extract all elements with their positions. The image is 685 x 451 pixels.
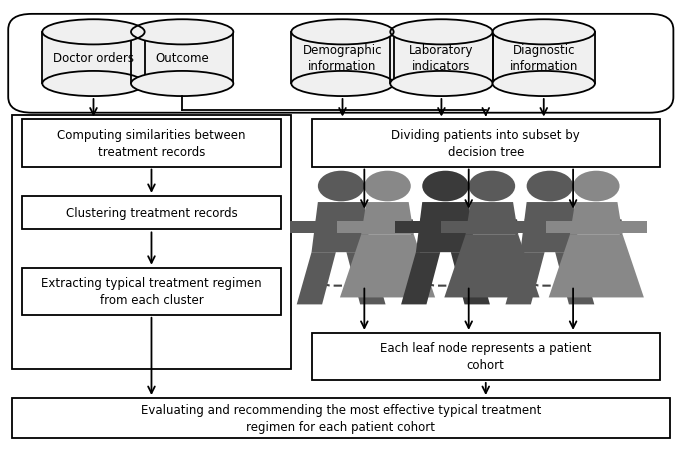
FancyBboxPatch shape (312, 333, 660, 380)
Polygon shape (499, 221, 601, 233)
FancyBboxPatch shape (22, 120, 281, 167)
Text: Doctor orders: Doctor orders (53, 52, 134, 65)
Polygon shape (291, 33, 394, 84)
Polygon shape (441, 221, 543, 233)
Polygon shape (545, 221, 647, 233)
Polygon shape (445, 235, 540, 298)
Circle shape (318, 171, 364, 202)
Polygon shape (401, 253, 440, 305)
FancyBboxPatch shape (525, 212, 621, 286)
Polygon shape (42, 33, 145, 84)
Polygon shape (555, 253, 595, 305)
Ellipse shape (42, 20, 145, 45)
Text: Extracting typical treatment regimen
from each cluster: Extracting typical treatment regimen fro… (41, 276, 262, 307)
FancyBboxPatch shape (312, 120, 660, 167)
Ellipse shape (291, 72, 394, 97)
Polygon shape (290, 221, 392, 233)
Ellipse shape (131, 20, 234, 45)
Polygon shape (131, 33, 234, 84)
Circle shape (422, 171, 469, 202)
FancyBboxPatch shape (421, 212, 516, 286)
Ellipse shape (493, 20, 595, 45)
Text: Each leaf node represents a patient
cohort: Each leaf node represents a patient coho… (380, 342, 592, 372)
Ellipse shape (493, 72, 595, 97)
Ellipse shape (42, 72, 145, 97)
Polygon shape (390, 33, 493, 84)
Polygon shape (361, 202, 414, 235)
Polygon shape (466, 202, 519, 235)
Polygon shape (451, 253, 490, 305)
Text: Dividing patients into subset by
decision tree: Dividing patients into subset by decisio… (391, 129, 580, 159)
FancyBboxPatch shape (12, 116, 291, 369)
Circle shape (527, 171, 573, 202)
Ellipse shape (291, 20, 394, 45)
FancyBboxPatch shape (316, 212, 412, 286)
Circle shape (364, 171, 411, 202)
Text: Diagnostic
information: Diagnostic information (510, 44, 578, 73)
Polygon shape (340, 235, 435, 298)
Ellipse shape (131, 72, 234, 97)
FancyBboxPatch shape (8, 15, 673, 114)
Text: Evaluating and recommending the most effective typical treatment
regimen for eac: Evaluating and recommending the most eff… (140, 403, 541, 433)
Circle shape (573, 171, 619, 202)
Polygon shape (347, 253, 386, 305)
Polygon shape (337, 221, 438, 233)
Polygon shape (506, 253, 545, 305)
Polygon shape (493, 33, 595, 84)
Text: Clustering treatment records: Clustering treatment records (66, 207, 238, 220)
Text: Outcome: Outcome (155, 52, 209, 65)
FancyBboxPatch shape (22, 196, 281, 230)
Polygon shape (312, 202, 371, 253)
Ellipse shape (390, 72, 493, 97)
Polygon shape (570, 202, 623, 235)
Ellipse shape (390, 20, 493, 45)
FancyBboxPatch shape (22, 268, 281, 315)
Text: Demographic
information: Demographic information (303, 44, 382, 73)
Polygon shape (395, 221, 496, 233)
Polygon shape (297, 253, 336, 305)
Text: Computing similarities between
treatment records: Computing similarities between treatment… (58, 129, 246, 159)
Circle shape (469, 171, 515, 202)
Polygon shape (521, 202, 580, 253)
Polygon shape (549, 235, 644, 298)
Polygon shape (416, 202, 475, 253)
Text: Laboratory
indicators: Laboratory indicators (409, 44, 473, 73)
FancyBboxPatch shape (12, 398, 670, 438)
